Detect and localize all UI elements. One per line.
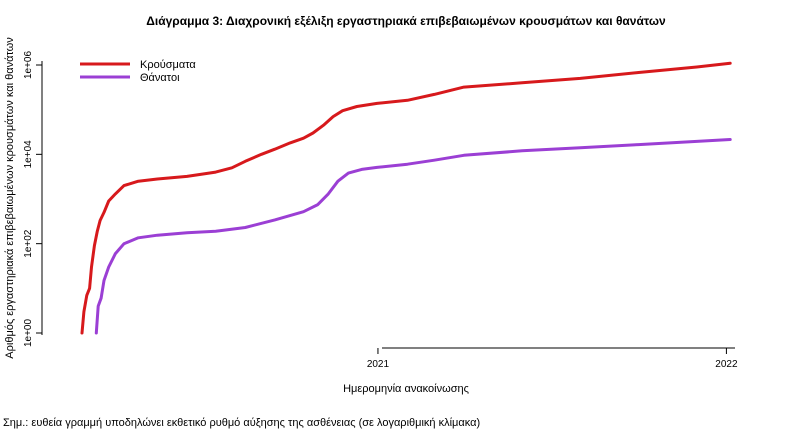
plot-area: 1e+00 1e+02 1e+04 1e+06 2021 2022 xyxy=(23,51,738,370)
y-tick-label: 1e+04 xyxy=(23,140,34,169)
x-tick-label: 2022 xyxy=(715,359,738,370)
x-tick-label: 2021 xyxy=(367,359,390,370)
legend-label-deaths: Θάνατοι xyxy=(140,72,180,84)
legend-label-cases: Κρούσματα xyxy=(140,59,196,71)
footnote: Σημ.: ευθεία γραμμή υποδηλώνει εκθετικό … xyxy=(3,417,481,429)
legend: Κρούσματα Θάνατοι xyxy=(80,59,196,84)
series-line-cases xyxy=(80,61,732,335)
y-axis-label: Αριθμός εργαστηριακά επιβεβαιωμένων κρου… xyxy=(4,37,16,359)
y-tick-label: 1e+06 xyxy=(23,51,34,80)
y-tick-label: 1e+02 xyxy=(23,229,34,258)
x-ticks: 2021 2022 xyxy=(367,348,738,370)
series-line-deaths xyxy=(94,138,732,335)
chart-title: Διάγραμμα 3: Διαχρονική εξέλιξη εργαστηρ… xyxy=(146,14,666,28)
series-lines xyxy=(80,61,732,335)
y-tick-label: 1e+00 xyxy=(23,319,34,348)
y-ticks: 1e+00 1e+02 1e+04 1e+06 xyxy=(23,51,42,348)
x-axis-label: Ημερομηνία ανακοίνωσης xyxy=(343,383,469,395)
